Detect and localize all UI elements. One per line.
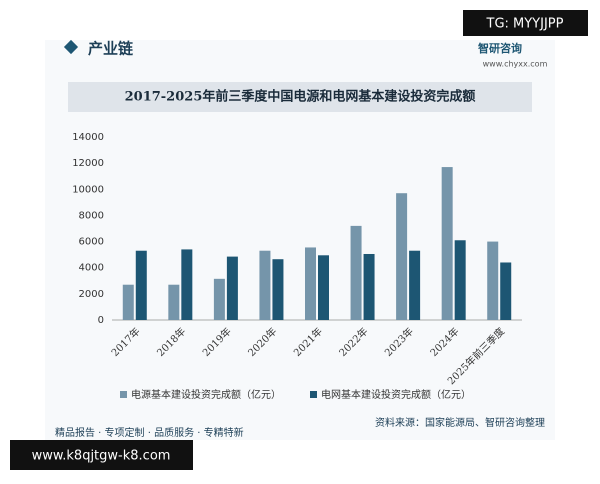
bar — [318, 255, 329, 320]
site: www.chyxx.com — [483, 60, 548, 69]
bar — [500, 262, 512, 320]
title-bar — [68, 82, 532, 112]
bar — [181, 249, 193, 320]
bar — [259, 250, 271, 320]
bar — [135, 250, 147, 320]
brand: 智研咨询 — [478, 41, 522, 55]
legend-swatch — [120, 391, 127, 398]
legend-label: 电源基本建设投资完成额（亿元） — [131, 388, 281, 401]
footer-slogan: 精品报告 · 专项定制 · 品质服务 · 专精特新 — [55, 426, 244, 439]
overlay-box — [10, 440, 193, 470]
y-tick-label: 2000 — [79, 289, 104, 300]
bar — [363, 253, 375, 320]
y-tick-label: 12000 — [72, 158, 104, 169]
y-tick-label: 10000 — [72, 184, 104, 195]
y-tick-label: 14000 — [72, 132, 104, 143]
bar — [213, 278, 225, 320]
legend-label: 电网基本建设投资完成额（亿元） — [321, 388, 471, 401]
bar — [441, 167, 453, 320]
overlay-text: TG: MYYJJPP — [486, 17, 564, 32]
y-tick-label: 6000 — [79, 237, 104, 248]
bar — [122, 284, 134, 320]
overlay-text: www.k8qjtgw-k8.com — [32, 449, 171, 464]
chart-title: 2017-2025年前三季度中国电源和电网基本建设投资完成额 — [125, 89, 476, 105]
bar — [226, 256, 238, 320]
bar — [272, 259, 284, 320]
footer-source: 资料来源：国家能源局、智研咨询整理 — [375, 416, 545, 429]
header-title: 产业链 — [88, 40, 134, 58]
bar — [396, 193, 408, 320]
bar — [487, 241, 499, 320]
bar — [168, 284, 180, 320]
bar — [454, 240, 466, 320]
legend-swatch — [310, 391, 317, 398]
y-tick-label: 8000 — [79, 210, 104, 221]
y-tick-label: 4000 — [79, 263, 104, 274]
overlay-box — [463, 10, 588, 36]
y-tick-label: 0 — [98, 315, 104, 326]
bar — [350, 225, 362, 320]
bar — [305, 247, 316, 320]
bar — [409, 250, 421, 320]
